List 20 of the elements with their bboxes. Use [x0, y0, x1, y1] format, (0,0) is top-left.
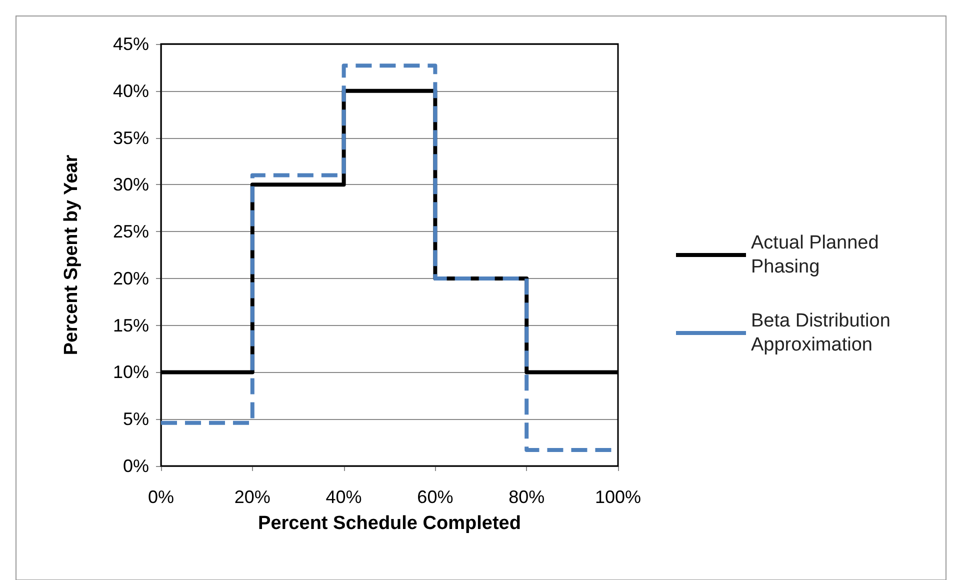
- x-tick-label: 20%: [234, 487, 270, 507]
- x-tick-label: 60%: [417, 487, 454, 507]
- y-tick-label: 35%: [112, 128, 149, 148]
- x-tick-label: 80%: [508, 487, 545, 507]
- x-tick-label: 40%: [326, 487, 362, 507]
- y-axis-title: Percent Spent by Year: [61, 154, 82, 356]
- y-tick-label: 45%: [112, 34, 149, 54]
- y-tick-label: 15%: [112, 315, 149, 336]
- x-tick-label: 0%: [148, 487, 174, 507]
- legend-label: Actual Planned Phasing: [751, 232, 884, 278]
- y-tick-label: 25%: [112, 222, 149, 242]
- y-tick-label: 0%: [122, 456, 149, 476]
- x-tick-label: 100%: [594, 487, 642, 507]
- y-tick-label: 40%: [112, 80, 149, 101]
- y-tick-label: 20%: [112, 268, 149, 288]
- legend-label: Beta Distribution Approximation: [751, 310, 896, 356]
- y-tick-label: 5%: [122, 409, 149, 430]
- y-tick-label: 30%: [112, 174, 149, 195]
- x-axis-title: Percent Schedule Completed: [258, 513, 521, 534]
- y-tick-label: 10%: [112, 362, 149, 382]
